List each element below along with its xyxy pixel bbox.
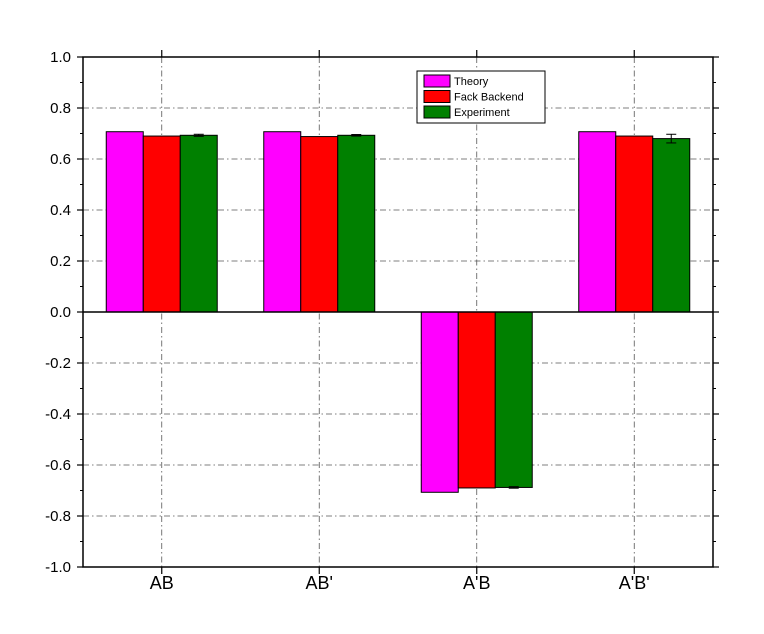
bar-ab-experiment (179, 134, 218, 313)
bar-apb-experiment (494, 311, 533, 488)
error-bar (508, 486, 519, 489)
bar-apb-theory (420, 311, 459, 493)
bar-abp-theory (263, 131, 302, 313)
bar-abp-fack-backend (300, 136, 339, 313)
bar-apbp-experiment (652, 138, 691, 313)
x-tick-label: A'B (463, 573, 490, 593)
legend-swatch (423, 90, 451, 103)
bar-apb-fack-backend (457, 311, 496, 489)
y-tick-label: -0.8 (45, 508, 71, 525)
x-tick-label: AB (150, 573, 174, 593)
y-tick-label: -0.4 (45, 406, 71, 423)
x-tick-label: AB' (306, 573, 333, 593)
legend-label: Experiment (454, 107, 510, 119)
y-tick-label: 0.0 (50, 304, 71, 321)
bar-abp-experiment (337, 134, 376, 313)
axes (77, 50, 719, 574)
y-tick-label: 0.8 (50, 100, 71, 117)
legend-swatch (423, 74, 451, 88)
bar-ab-theory (105, 131, 144, 313)
bar-apbp-theory (578, 131, 617, 313)
error-bar (666, 133, 677, 144)
legend-label: Fack Backend (454, 92, 524, 104)
legend: Theory Fack Backend Experiment (416, 70, 546, 124)
bar-apbp-fack-backend (615, 135, 654, 313)
legend-swatch (423, 105, 451, 119)
y-tick-label: 0.6 (50, 151, 71, 168)
y-tick-label: 0.4 (50, 202, 71, 219)
tick-labels: -1.0 -0.8 -0.6 -0.4 -0.2 0.0 0.2 0.4 0.6 0.8 1.0 AB… (45, 49, 650, 593)
y-tick-label: 0.2 (50, 253, 71, 270)
bars (105, 131, 691, 493)
error-bar (351, 134, 362, 137)
error-bars (193, 133, 677, 489)
y-tick-label: 1.0 (50, 49, 71, 66)
bar-ab-fack-backend (142, 135, 181, 313)
y-tick-label: -1.0 (45, 559, 71, 576)
legend-label: Theory (454, 76, 489, 88)
error-bar (193, 133, 204, 137)
x-tick-label: A'B' (619, 573, 650, 593)
y-tick-label: -0.6 (45, 457, 71, 474)
y-tick-label: -0.2 (45, 355, 71, 372)
